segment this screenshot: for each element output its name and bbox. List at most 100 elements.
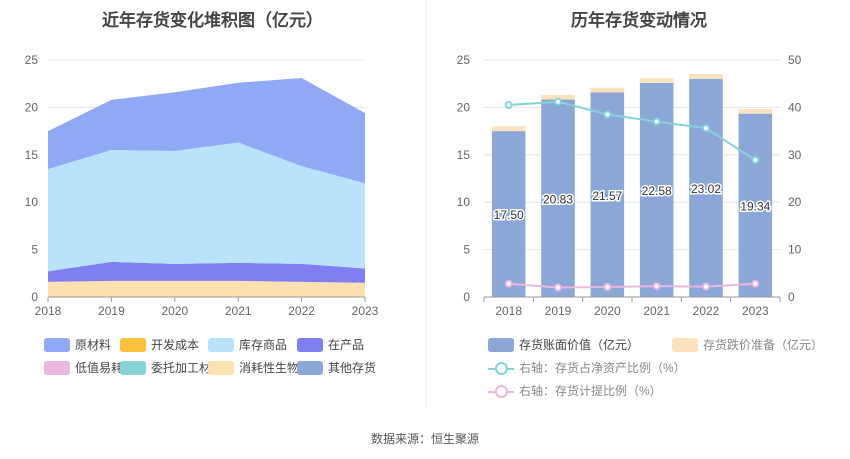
area-消耗性生物资产 bbox=[48, 280, 365, 297]
legend-swatch bbox=[44, 337, 70, 352]
legend-item[interactable]: 原材料 bbox=[44, 336, 111, 353]
point-asset-ratio bbox=[554, 97, 562, 106]
legend-swatch bbox=[488, 384, 514, 398]
bar-book-value bbox=[738, 113, 773, 297]
bar-line-chart: 0 5 10 15 20 25 0 10 20 30 40 50 17.50 2018 20.83 2019 2… bbox=[457, 53, 802, 318]
point-asset-ratio bbox=[751, 156, 760, 165]
legend-label: 右轴：存货计提比例（%） bbox=[519, 384, 662, 398]
point-asset-ratio bbox=[504, 101, 513, 110]
legend-swatch bbox=[44, 360, 70, 375]
legend-item[interactable]: 存货跌价准备（亿元） bbox=[672, 336, 823, 353]
left-chart-panel: 近年存货变化堆积图（亿元） 0 5 10 15 20 25 2018 2019 2020 2021… bbox=[25, 11, 379, 376]
x-tick-label: 2020 bbox=[161, 304, 188, 318]
bar-provision bbox=[738, 108, 773, 114]
legend-label: 右轴：存货占净资产比例（%） bbox=[519, 361, 686, 375]
point-provision-ratio bbox=[751, 279, 760, 288]
data-source: 数据来源：恒生聚源 bbox=[370, 432, 479, 446]
area-在产品 bbox=[48, 261, 365, 283]
point-provision-ratio bbox=[603, 283, 612, 292]
legend-item[interactable]: 存货账面价值（亿元） bbox=[488, 336, 639, 353]
legend-label: 开发成本 bbox=[151, 338, 200, 352]
point-provision-ratio bbox=[554, 283, 562, 292]
legend-item[interactable]: 右轴：存货占净资产比例（%） bbox=[488, 359, 686, 376]
legend-label: 原材料 bbox=[75, 338, 112, 352]
y-tick-label: 15 bbox=[25, 148, 39, 162]
legend-label: 在产品 bbox=[328, 338, 365, 352]
bar-book-value bbox=[491, 131, 526, 297]
legend-swatch bbox=[208, 337, 234, 352]
y-tick-label: 25 bbox=[457, 53, 471, 67]
bar-data-label: 20.83 bbox=[543, 192, 573, 206]
legend-swatch bbox=[488, 361, 514, 375]
point-provision-ratio bbox=[702, 282, 710, 291]
legend-item[interactable]: 在产品 bbox=[297, 336, 364, 353]
legend-item[interactable]: 库存商品 bbox=[208, 336, 287, 353]
legend-label: 其他存货 bbox=[328, 361, 377, 375]
legend-label: 存货账面价值（亿元） bbox=[519, 338, 640, 352]
right-legend: 存货账面价值（亿元） 存货跌价准备（亿元） 右轴：存货占净资产比例（%） 右轴：存货计… bbox=[428, 0, 850, 459]
legend-swatch bbox=[672, 337, 698, 352]
y2-tick-label: 40 bbox=[788, 100, 802, 114]
y-tick-label: 20 bbox=[25, 100, 39, 114]
legend-item[interactable]: 委托加工材料 bbox=[120, 359, 223, 376]
y2-tick-label: 10 bbox=[788, 243, 802, 257]
stacked-area-chart: 0 5 10 15 20 25 2018 2019 2020 2021 2022 2023 bbox=[25, 53, 379, 318]
legend-swatch bbox=[488, 337, 514, 352]
x-tick-label: 2018 bbox=[495, 304, 522, 318]
point-asset-ratio bbox=[603, 110, 612, 119]
left-legend: 原材料 开发成本 库存商品 在产品 低值易耗品 委托加工材料 消耗性生物资产 其他存货 bbox=[44, 336, 376, 376]
bar-data-label: 22.58 bbox=[642, 184, 672, 198]
point-asset-ratio bbox=[652, 117, 661, 126]
legend-swatch bbox=[120, 360, 146, 375]
bar-data-label: 23.02 bbox=[691, 182, 721, 196]
bar-provision bbox=[491, 126, 526, 132]
panel-divider bbox=[426, 0, 427, 410]
point-asset-ratio bbox=[702, 124, 710, 133]
bar-data-label: 19.34 bbox=[740, 199, 770, 213]
legend-label: 委托加工材料 bbox=[151, 361, 224, 375]
y2-tick-label: 20 bbox=[788, 195, 802, 209]
x-tick-label: 2018 bbox=[35, 304, 62, 318]
point-provision-ratio bbox=[504, 279, 513, 288]
x-tick-label: 2022 bbox=[693, 304, 720, 318]
y-tick-label: 0 bbox=[463, 290, 470, 304]
y-tick-label: 10 bbox=[25, 195, 39, 209]
x-tick-label: 2023 bbox=[352, 304, 379, 318]
legend-label: 存货跌价准备（亿元） bbox=[703, 338, 824, 352]
legend-item[interactable]: 其他存货 bbox=[297, 359, 376, 376]
legend-swatch bbox=[120, 337, 146, 352]
x-tick-label: 2019 bbox=[545, 304, 572, 318]
x-tick-label: 2019 bbox=[98, 304, 125, 318]
left-chart-title: 近年存货变化堆积图（亿元） bbox=[102, 11, 323, 30]
y-tick-label: 20 bbox=[457, 100, 471, 114]
bar-book-value bbox=[590, 92, 625, 297]
legend-item[interactable]: 开发成本 bbox=[120, 336, 199, 353]
bar-provision bbox=[541, 94, 575, 100]
bar-book-value bbox=[541, 99, 575, 297]
legend-item[interactable]: 右轴：存货计提比例（%） bbox=[488, 382, 662, 399]
y-tick-label: 5 bbox=[31, 243, 38, 257]
legend-swatch bbox=[297, 337, 323, 352]
legend-swatch bbox=[297, 360, 323, 375]
y2-tick-label: 0 bbox=[788, 290, 795, 304]
x-tick-label: 2020 bbox=[594, 304, 621, 318]
line-provision-ratio bbox=[508, 282, 756, 289]
right-chart-panel: 历年存货变动情况 0 5 10 15 20 25 0 10 20 30 40 50 17.50 2018 2… bbox=[428, 0, 850, 459]
y2-tick-label: 50 bbox=[788, 53, 802, 67]
y-tick-label: 0 bbox=[31, 290, 38, 304]
y-tick-label: 15 bbox=[457, 148, 471, 162]
point-provision-ratio bbox=[652, 282, 661, 291]
bar-data-label: 17.50 bbox=[494, 208, 524, 222]
y-tick-label: 5 bbox=[463, 243, 470, 257]
bar-data-label: 21.57 bbox=[592, 189, 622, 203]
bar-provision bbox=[689, 74, 723, 79]
y2-tick-label: 30 bbox=[788, 148, 802, 162]
bar-provision bbox=[639, 78, 674, 83]
area-原材料 bbox=[48, 78, 365, 184]
x-tick-label: 2021 bbox=[643, 304, 670, 318]
y-tick-label: 25 bbox=[25, 53, 39, 67]
y-tick-label: 10 bbox=[457, 195, 471, 209]
legend-swatch bbox=[208, 360, 234, 375]
line-asset-ratio bbox=[508, 100, 756, 161]
x-tick-label: 2023 bbox=[742, 304, 769, 318]
